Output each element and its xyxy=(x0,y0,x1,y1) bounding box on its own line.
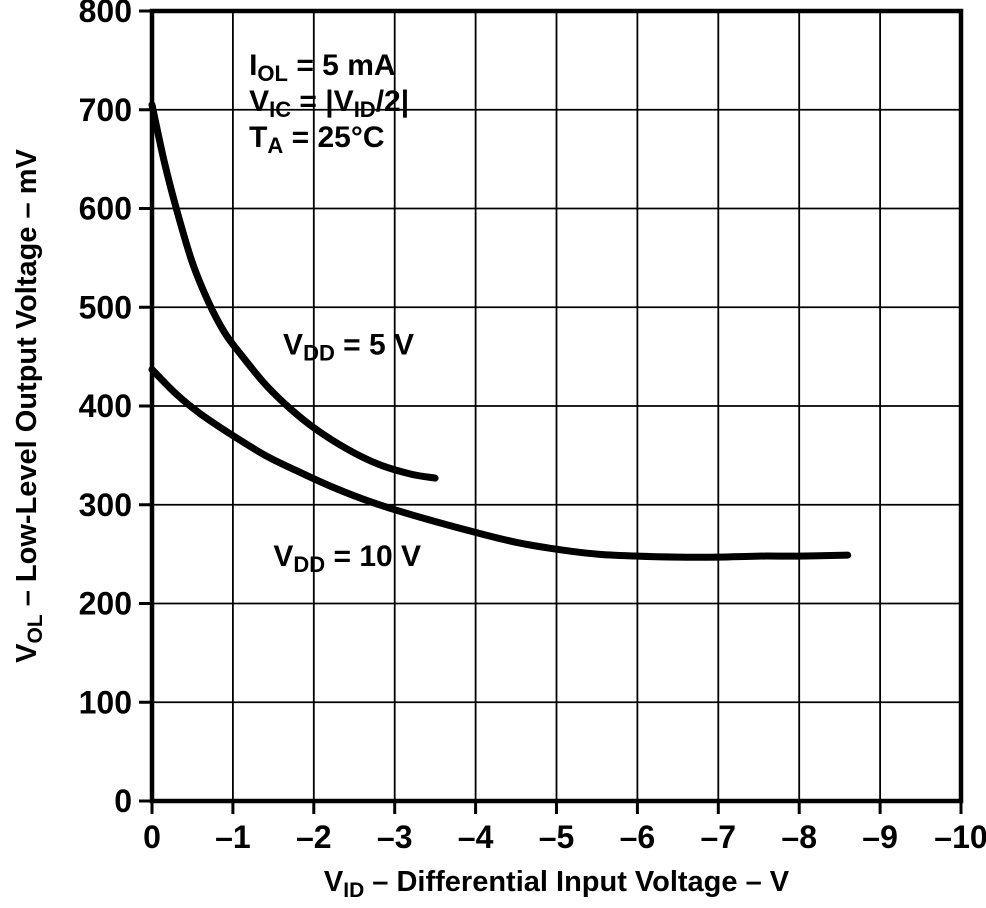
x-tick-label: 0 xyxy=(143,819,161,855)
x-tick-label: –9 xyxy=(862,819,898,855)
plot-frame xyxy=(149,8,964,804)
x-tick-label: –5 xyxy=(539,819,575,855)
x-tick-label: –7 xyxy=(701,819,737,855)
y-tick-label: 800 xyxy=(79,0,132,29)
annotation-line: IOL = 5 mA xyxy=(249,49,395,86)
y-tick-label: 100 xyxy=(79,684,132,720)
y-tick-label: 600 xyxy=(79,191,132,227)
y-axis-title: VOL – Low-Level Output Voltage – mV xyxy=(11,149,47,663)
x-tick-label: –2 xyxy=(296,819,332,855)
x-tick-label: –6 xyxy=(620,819,656,855)
annotation-line: VIC = |VID/2| xyxy=(249,85,409,122)
y-tick-label: 300 xyxy=(79,487,132,523)
x-axis-title: VID – Differential Input Voltage – V xyxy=(324,866,790,902)
x-tick-label: –1 xyxy=(215,819,251,855)
x-tick-label: –3 xyxy=(377,819,413,855)
x-tick-label: –10 xyxy=(934,819,986,855)
y-tick-label: 500 xyxy=(79,289,132,325)
x-tick-label: –8 xyxy=(781,819,817,855)
y-tick-label: 700 xyxy=(79,92,132,128)
y-tick-label: 0 xyxy=(114,783,132,819)
curve-vdd-5-v xyxy=(148,101,439,482)
series-label-vdd-10-v: VDD = 10 V xyxy=(273,540,421,577)
curve-vdd-10-v xyxy=(148,366,852,561)
annotation-line: TA = 25°C xyxy=(249,121,384,158)
y-tick-label: 400 xyxy=(79,388,132,424)
x-tick-label: –4 xyxy=(458,819,494,855)
y-tick-label: 200 xyxy=(79,586,132,622)
series-label-vdd-5-v: VDD = 5 V xyxy=(283,329,414,366)
